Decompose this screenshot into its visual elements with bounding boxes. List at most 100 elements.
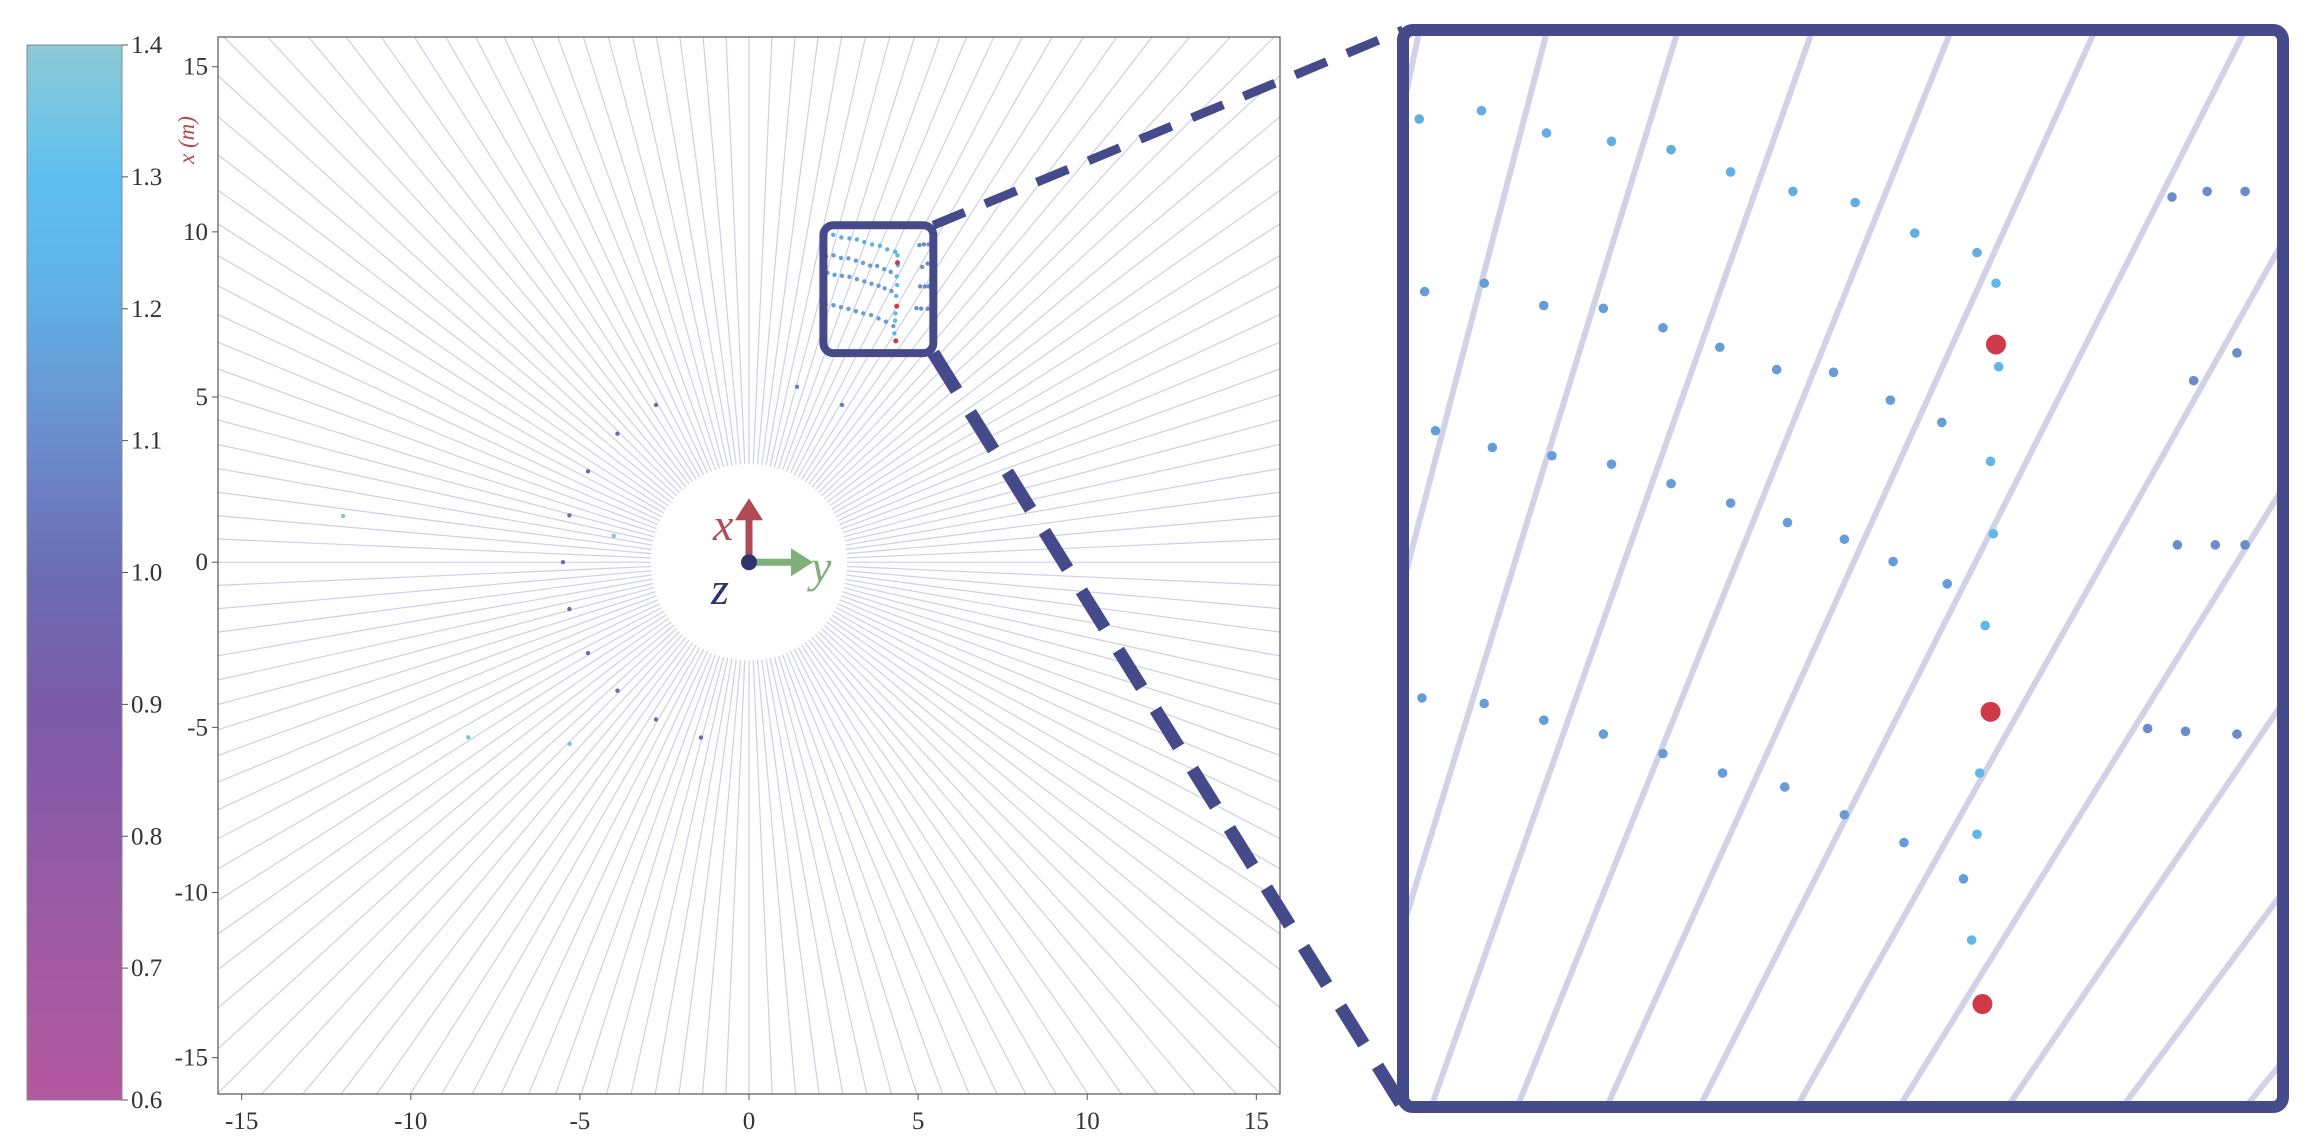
point <box>794 384 800 390</box>
scan-ray <box>218 115 675 500</box>
zoom-point <box>2232 729 2242 739</box>
scan-ray <box>1504 0 2310 1140</box>
scan-ray <box>445 37 701 478</box>
highlight-point <box>1985 334 2006 355</box>
scan-ray <box>839 599 1280 783</box>
scan-ray <box>837 313 1280 522</box>
scan-ray <box>777 37 916 469</box>
scan-ray <box>218 631 681 1094</box>
scan-ray <box>789 37 995 474</box>
point <box>847 274 852 280</box>
scan-ray <box>1338 0 2310 1140</box>
scan-ray <box>814 37 1232 491</box>
scan-ray <box>804 642 1123 1094</box>
scan-ray <box>218 565 652 586</box>
frame-label-y: y <box>807 541 832 592</box>
point <box>585 469 591 474</box>
x-tick-label: -5 <box>569 1108 590 1135</box>
zoom-point <box>1988 528 1999 539</box>
zoom-connector <box>931 25 1405 230</box>
scan-ray <box>218 254 665 514</box>
scan-ray <box>765 37 843 466</box>
point <box>917 284 923 289</box>
zoom-point <box>1985 456 1996 467</box>
scan-ray <box>218 617 669 935</box>
point <box>831 232 836 238</box>
point <box>919 264 925 270</box>
point <box>615 688 620 693</box>
zoom-point <box>1658 322 1668 333</box>
x-arrowhead <box>735 498 763 521</box>
zoom-point <box>1991 278 2001 289</box>
scan-ray <box>471 648 705 1094</box>
scan-ray <box>1430 0 2310 1140</box>
point <box>611 533 616 538</box>
scan-ray <box>474 37 705 476</box>
highlight-point <box>1980 701 2001 722</box>
scan-ray <box>1566 0 2310 1140</box>
scan-ray <box>826 153 1280 503</box>
scan-ray <box>218 599 659 783</box>
zoom-point <box>1993 361 2004 372</box>
point <box>853 258 859 263</box>
zoom-point <box>1666 478 1676 489</box>
colorbar-tick-label: 1.0 <box>131 560 162 587</box>
zoom-point <box>2240 186 2250 197</box>
scan-ray <box>846 570 1280 610</box>
scan-ray <box>833 254 1280 514</box>
zoom-point <box>1539 300 1549 311</box>
zoom-point <box>1839 534 1850 545</box>
scan-ray <box>817 631 1280 1094</box>
scan-ray <box>218 578 653 657</box>
highlight-point <box>1972 994 1993 1015</box>
scan-ray <box>846 515 1280 555</box>
scan-ray <box>218 74 678 497</box>
point <box>567 741 572 747</box>
scan-ray <box>2118 886 2283 1107</box>
scan-ray <box>846 574 1280 633</box>
scan-ray <box>844 443 1280 542</box>
scan-ray <box>1427 30 1816 1107</box>
point <box>894 303 900 309</box>
scan-ray <box>218 591 656 731</box>
scan-ray <box>820 74 1280 497</box>
scan-ray <box>2241 1056 2283 1107</box>
scan-ray <box>678 659 737 1094</box>
scan-ray <box>500 650 709 1094</box>
colorbar-tick-label: 0.6 <box>131 1087 162 1114</box>
scan-ray <box>218 394 656 534</box>
scan-ray <box>817 37 1276 494</box>
zoom-point <box>2167 192 2177 202</box>
scan-ray <box>781 654 944 1094</box>
point <box>876 316 881 321</box>
scan-ray <box>811 636 1197 1094</box>
zoom-point <box>2210 540 2221 550</box>
zoom-point <box>1788 186 1798 197</box>
scan-ray <box>655 37 733 466</box>
zoom-point <box>1725 498 1736 508</box>
scan-ray <box>222 37 681 494</box>
scan-ray <box>1514 30 1955 1107</box>
scan-ray <box>773 37 891 468</box>
point <box>567 513 572 518</box>
zoom-point <box>1539 715 1549 725</box>
point <box>854 237 860 242</box>
zoom-point <box>1909 228 1920 238</box>
zoom-point <box>1725 167 1736 177</box>
scan-ray <box>554 654 717 1094</box>
scan-ray <box>218 595 658 757</box>
zoom-point <box>1598 729 1609 739</box>
point <box>922 284 928 289</box>
point <box>882 286 887 291</box>
point <box>862 279 867 284</box>
zoom-point <box>2180 726 2191 737</box>
scan-ray <box>769 37 867 467</box>
scan-ray <box>761 37 819 466</box>
scan-ray <box>375 642 694 1094</box>
scan-ray <box>503 37 709 474</box>
x-tick-label: -10 <box>394 1108 427 1135</box>
scan-ray <box>814 634 1238 1094</box>
zoom-point <box>1419 286 1430 297</box>
scan-ray <box>218 443 654 542</box>
